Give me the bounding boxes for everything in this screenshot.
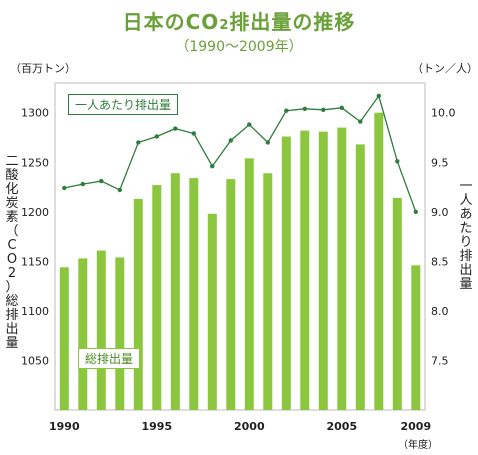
per-capita-line	[64, 94, 417, 213]
left-tick-label: 1300	[21, 107, 49, 120]
bar-1995	[152, 185, 162, 410]
line-point-2008	[395, 159, 400, 164]
bar-2007	[374, 112, 384, 410]
right-tick-label: 8.0	[431, 305, 449, 318]
x-tick-label: 1995	[141, 420, 172, 433]
line-point-1991	[80, 181, 86, 187]
line-point-2003	[302, 106, 307, 112]
left-tick-label: 1100	[21, 305, 49, 318]
chart-subtitle: （1990〜2009年）	[175, 39, 303, 55]
x-tick-label: 2009	[400, 420, 431, 433]
line-point-2009	[413, 209, 418, 214]
line-point-1993	[117, 187, 123, 193]
right-tick-label: 10.0	[431, 107, 456, 120]
left-axis-label: 二酸化炭素（C O 2）総排出量	[5, 154, 19, 351]
bar-2003	[300, 130, 310, 410]
line-point-1995	[154, 134, 159, 139]
line-point-2004	[321, 107, 326, 113]
left-tick-label: 1200	[21, 206, 49, 219]
line-point-1998	[210, 164, 215, 169]
x-axis-ticks: 1990 1995 2000 2005 2009	[49, 420, 431, 433]
bar-2006	[355, 144, 365, 410]
bar-2000	[244, 158, 254, 410]
x-tick-label: 1990	[49, 420, 80, 433]
right-tick-label: 7.5	[431, 355, 449, 368]
x-axis-unit: （年度）	[398, 440, 438, 451]
bar-series	[59, 112, 421, 410]
left-axis-unit: （百万トン）	[10, 62, 76, 75]
line-point-1990	[62, 185, 67, 191]
bar-1992	[96, 250, 106, 410]
bar-1993	[115, 257, 125, 410]
chart-title: 日本のCO2排出量の推移	[122, 10, 356, 34]
line-point-2001	[265, 140, 270, 145]
line-point-2007	[376, 93, 381, 99]
plot-frame	[54, 82, 426, 411]
bar-1996	[170, 173, 180, 410]
line-series	[62, 93, 418, 214]
legend-bar: 総排出量	[78, 348, 141, 369]
bar-2002	[281, 136, 291, 410]
right-axis-unit: （トン／人）	[412, 62, 478, 75]
line-point-1997	[191, 131, 196, 136]
bar-2005	[337, 127, 347, 410]
left-tick-label: 1050	[21, 355, 49, 368]
x-tick-label: 2005	[326, 420, 357, 433]
bar-2008	[392, 197, 402, 410]
bar-2001	[263, 173, 273, 410]
bar-1991	[78, 258, 88, 410]
bar-2004	[318, 131, 328, 410]
line-point-1999	[228, 138, 233, 143]
line-point-2002	[284, 108, 289, 113]
right-tick-label: 8.5	[431, 255, 449, 268]
line-point-1994	[136, 140, 141, 145]
left-axis-ticks: 1050 1100 1150 1200 1250 1300	[21, 107, 49, 368]
bar-1990	[59, 267, 69, 410]
bar-1994	[133, 198, 143, 410]
right-axis-label: 一人あたり排出量	[459, 179, 473, 292]
x-tick-label: 2000	[234, 420, 265, 433]
right-axis-ticks: 7.5 8.0 8.5 9.0 9.5 10.0	[431, 107, 456, 368]
bar-1997	[189, 178, 199, 410]
line-point-2000	[247, 122, 252, 127]
left-tick-label: 1250	[21, 156, 49, 169]
legend-line: 一人あたり排出量	[68, 94, 179, 115]
right-tick-label: 9.0	[431, 206, 449, 219]
line-point-2006	[358, 119, 363, 124]
line-point-2005	[339, 105, 344, 111]
right-tick-label: 9.5	[431, 156, 449, 169]
line-point-1996	[173, 126, 178, 131]
left-tick-label: 1150	[21, 255, 49, 268]
bar-1998	[207, 213, 217, 410]
bar-2009	[411, 265, 421, 410]
bar-1999	[226, 179, 236, 410]
line-point-1992	[99, 178, 104, 184]
